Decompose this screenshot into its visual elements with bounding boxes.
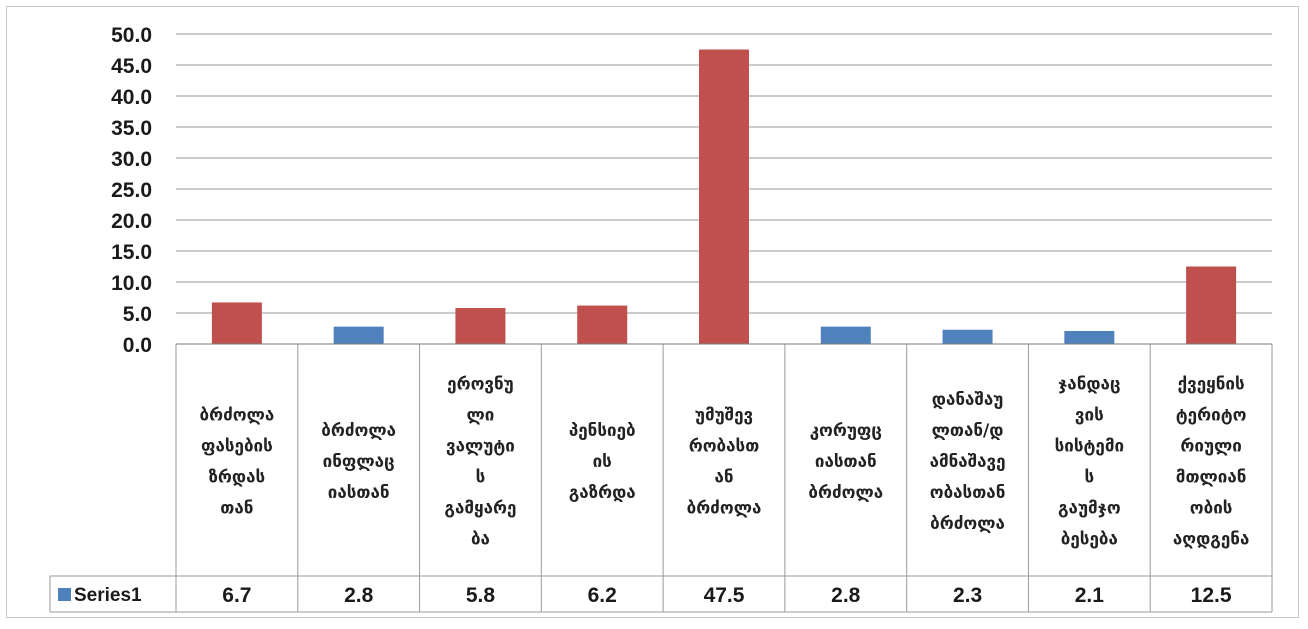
category-label-line: ინფლაც xyxy=(323,452,395,472)
category-label-line: ს xyxy=(476,467,486,487)
category-label-line: ბრძოლა xyxy=(930,514,1005,534)
category-label-line: ბრძოლა xyxy=(200,405,275,425)
bar xyxy=(942,329,993,344)
bar xyxy=(333,326,384,344)
bar xyxy=(577,305,628,344)
category-label-line: ბრძოლა xyxy=(808,483,883,503)
y-tick-label: 0.0 xyxy=(123,334,152,357)
category-label-line: ის xyxy=(593,452,612,472)
data-value-label: 6.7 xyxy=(222,584,251,607)
y-tick-label: 25.0 xyxy=(111,179,152,202)
y-tick-label: 45.0 xyxy=(111,55,152,78)
category-label-line: ქვეყნის xyxy=(1178,374,1245,394)
category-label-line: ეროვნუ xyxy=(447,374,514,394)
y-tick-label: 40.0 xyxy=(111,86,152,109)
bar xyxy=(1064,330,1115,344)
category-label-line: ს xyxy=(1084,467,1094,487)
category-label: ბრძოლა ფასების ზრდას თან xyxy=(200,405,275,518)
data-value-label: 2.3 xyxy=(953,584,982,607)
category-label-line: გაუმჯო xyxy=(1058,498,1121,518)
category-label: ბრძოლა ინფლაც იასთან xyxy=(321,421,396,503)
category-label-line: ჯანდაც xyxy=(1058,374,1120,394)
category-label-line: პენსიებ xyxy=(569,421,636,441)
category-label-line: ვის xyxy=(1075,405,1104,425)
y-tick-label: 20.0 xyxy=(111,210,152,233)
category-label-line: უმუშევ xyxy=(695,405,753,425)
legend-key xyxy=(58,588,71,601)
category-label-line: რობასთ xyxy=(689,436,760,456)
data-value-label: 12.5 xyxy=(1191,584,1232,607)
category-label-line: თან xyxy=(220,498,253,518)
bar xyxy=(699,49,749,344)
category-label-line: ბა xyxy=(471,529,490,549)
category-label: პენსიებ ის გაზრდა xyxy=(569,421,636,503)
category-label-line: აღდგენა xyxy=(1173,529,1250,549)
chart-border xyxy=(6,6,1299,618)
category-label-line: ან xyxy=(714,467,733,487)
category-label-line: ბრძოლა xyxy=(687,498,762,518)
category-label: ჯანდაც ვის სისტემი ს გაუმჯო ბესება xyxy=(1055,374,1124,549)
category-label-line: სისტემი xyxy=(1055,436,1124,456)
category-label-line: ამნაშავე xyxy=(930,452,1006,472)
y-axis-ticks: 0.0 5.0 10.0 15.0 20.0 25.0 30.0 35.0 40.0 45.0 50… xyxy=(111,24,152,357)
bar xyxy=(820,326,871,344)
category-label-line: იასთან xyxy=(328,483,390,503)
y-tick-label: 50.0 xyxy=(111,24,152,47)
category-label-line: გაზრდა xyxy=(569,483,636,503)
category-label: დანაშაუ ლთან/დ ამნაშავე ობასთან ბრძოლა xyxy=(930,390,1006,534)
category-label: კორუფც იასთან ბრძოლა xyxy=(808,421,883,503)
category-label-line: კორუფც xyxy=(810,421,882,441)
category-label-line: ობის xyxy=(1190,498,1233,518)
y-tick-label: 10.0 xyxy=(111,272,152,295)
category-label-line: ლი xyxy=(467,405,495,425)
data-value-label: 2.1 xyxy=(1075,584,1105,607)
category-label-line: დანაშაუ xyxy=(932,390,1004,410)
category-label-line: ლთან/დ xyxy=(932,421,1004,441)
category-label-line: იასთან xyxy=(815,452,877,472)
category-label-line: ზრდას xyxy=(209,467,266,487)
category-label-line: ტერიტო xyxy=(1176,405,1247,425)
data-value-label: 6.2 xyxy=(588,584,617,607)
category-label-line: მთლიან xyxy=(1176,467,1247,487)
data-value-label: 2.8 xyxy=(831,584,861,607)
data-value-label: 47.5 xyxy=(704,584,745,607)
y-tick-label: 15.0 xyxy=(111,241,152,264)
category-label-line: ფასების xyxy=(201,436,273,456)
data-value-label: 2.8 xyxy=(344,584,374,607)
category-label-line: ბესება xyxy=(1061,529,1118,549)
category-label-line: ობასთან xyxy=(930,483,1006,503)
legend-series-name: Series1 xyxy=(74,585,142,606)
y-tick-label: 35.0 xyxy=(111,117,152,140)
category-label-line: ბრძოლა xyxy=(321,421,396,441)
category-label-line: რიული xyxy=(1180,436,1241,456)
bar xyxy=(1186,266,1237,344)
category-label: ქვეყნის ტერიტო რიული მთლიან ობის აღდგენა xyxy=(1173,374,1250,549)
bar xyxy=(455,308,506,344)
bars xyxy=(211,49,1237,344)
category-label-line: გამყარე xyxy=(444,498,516,518)
bar xyxy=(211,302,262,344)
y-tick-label: 30.0 xyxy=(111,148,152,171)
data-table: ბრძოლა ფასების ზრდას თან ბრძოლა ინფლაც იასთან ე… xyxy=(49,343,1273,613)
category-label: ეროვნუ ლი ვალუტი ს გამყარე ბა xyxy=(444,374,516,549)
category-label-line: ვალუტი xyxy=(446,436,515,456)
y-tick-label: 5.0 xyxy=(123,303,152,326)
data-value-label: 5.8 xyxy=(466,584,496,607)
category-label: უმუშევ რობასთ ან ბრძოლა xyxy=(687,405,762,518)
